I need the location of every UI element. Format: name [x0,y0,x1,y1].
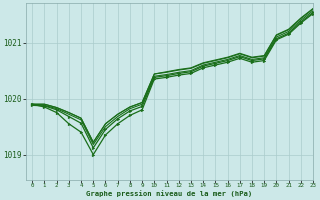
X-axis label: Graphe pression niveau de la mer (hPa): Graphe pression niveau de la mer (hPa) [86,190,253,197]
